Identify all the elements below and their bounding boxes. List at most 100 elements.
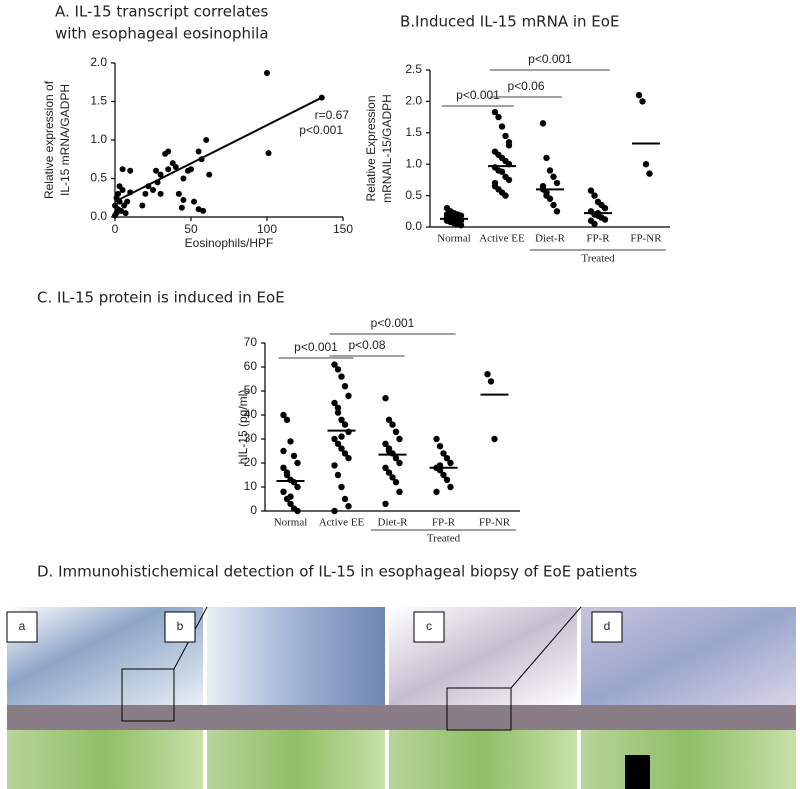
point <box>440 450 447 457</box>
point <box>184 167 191 174</box>
point <box>338 445 345 452</box>
chart-title: B.Induced IL-15 mRNA in EoE <box>400 13 619 31</box>
x-tick-label: 50 <box>184 222 198 236</box>
point <box>341 495 349 503</box>
point <box>396 459 403 467</box>
p-value: p<0.001 <box>528 52 572 66</box>
label-box <box>591 611 623 643</box>
point <box>178 204 185 211</box>
point <box>491 179 499 187</box>
x-tick-label: FP-NR <box>630 233 662 245</box>
point <box>345 455 352 462</box>
x-tick-label: 0 <box>112 222 119 236</box>
point <box>505 142 513 149</box>
point <box>334 366 342 373</box>
y-tick-label: 1.0 <box>90 132 107 146</box>
point <box>287 493 294 500</box>
point <box>150 187 156 194</box>
point <box>331 435 338 443</box>
p-value: p<0.001 <box>294 340 338 354</box>
point <box>338 373 345 380</box>
point <box>443 476 451 483</box>
point <box>280 447 287 455</box>
point <box>206 171 213 178</box>
point <box>142 190 149 197</box>
chart-title: C. IL-15 protein is induced in EoE <box>37 289 285 307</box>
point <box>287 438 294 445</box>
point <box>591 192 598 199</box>
point <box>338 433 345 440</box>
point <box>601 204 609 212</box>
y-axis-label: mRNAIL-15/GADPH <box>380 94 394 203</box>
point <box>587 187 595 194</box>
p-value: p<0.08 <box>348 338 385 352</box>
y-tick-label: 70 <box>244 335 258 349</box>
point <box>338 483 345 491</box>
group-label: Treated <box>427 533 461 545</box>
p-value: p<0.06 <box>507 79 544 93</box>
point <box>283 416 291 423</box>
point <box>154 179 161 186</box>
y-tick-label: 2.0 <box>90 55 107 69</box>
band <box>7 705 796 730</box>
point <box>447 483 454 491</box>
block <box>625 755 650 789</box>
point <box>283 469 291 476</box>
point <box>539 182 547 190</box>
x-tick-label: Normal <box>437 233 471 245</box>
point <box>290 452 298 459</box>
point <box>195 206 202 213</box>
point <box>642 161 650 168</box>
point <box>433 435 440 443</box>
x-tick-label: FP-NR <box>479 517 511 529</box>
x-tick-label: FP-R <box>432 517 456 529</box>
point <box>331 361 338 368</box>
point <box>546 167 554 174</box>
x-tick-label: 100 <box>257 222 277 236</box>
panel-d-title: D. Immunohistichemical detection of IL-1… <box>37 563 637 581</box>
point <box>294 459 301 467</box>
y-axis-label: hIL-15 (pg/ml) <box>236 390 250 465</box>
point <box>153 167 160 174</box>
y-tick-label: 50 <box>244 383 258 397</box>
x-tick-label: FP-R <box>586 233 610 245</box>
point <box>162 150 169 157</box>
image-label: c <box>426 619 432 633</box>
group-label: Treated <box>581 253 615 265</box>
point <box>294 483 301 491</box>
y-tick-label: 2.0 <box>405 94 422 108</box>
point <box>553 179 561 187</box>
point <box>200 207 207 214</box>
point <box>121 202 128 209</box>
image-label: d <box>604 619 611 633</box>
point <box>145 183 152 190</box>
point <box>341 421 349 428</box>
point <box>180 197 187 204</box>
point <box>498 168 506 175</box>
image-labels: a b c d <box>6 611 623 643</box>
point <box>280 411 287 419</box>
point <box>635 91 643 99</box>
image-b <box>207 607 385 705</box>
image-label: a <box>19 619 26 633</box>
point <box>198 156 205 163</box>
point <box>382 395 389 402</box>
x-tick-label: Active EE <box>319 517 365 529</box>
point <box>195 148 202 155</box>
point <box>119 166 126 173</box>
point <box>294 507 301 515</box>
point <box>505 176 513 184</box>
point <box>443 211 451 218</box>
point <box>127 189 134 196</box>
point <box>440 471 447 479</box>
y-tick-label: 0.5 <box>405 188 422 202</box>
zoom-line <box>510 606 582 689</box>
point <box>331 462 338 469</box>
point <box>341 450 349 457</box>
point <box>157 171 164 178</box>
point <box>318 94 325 101</box>
point <box>491 108 499 116</box>
point <box>550 201 557 209</box>
point <box>443 455 451 462</box>
point <box>601 216 609 223</box>
